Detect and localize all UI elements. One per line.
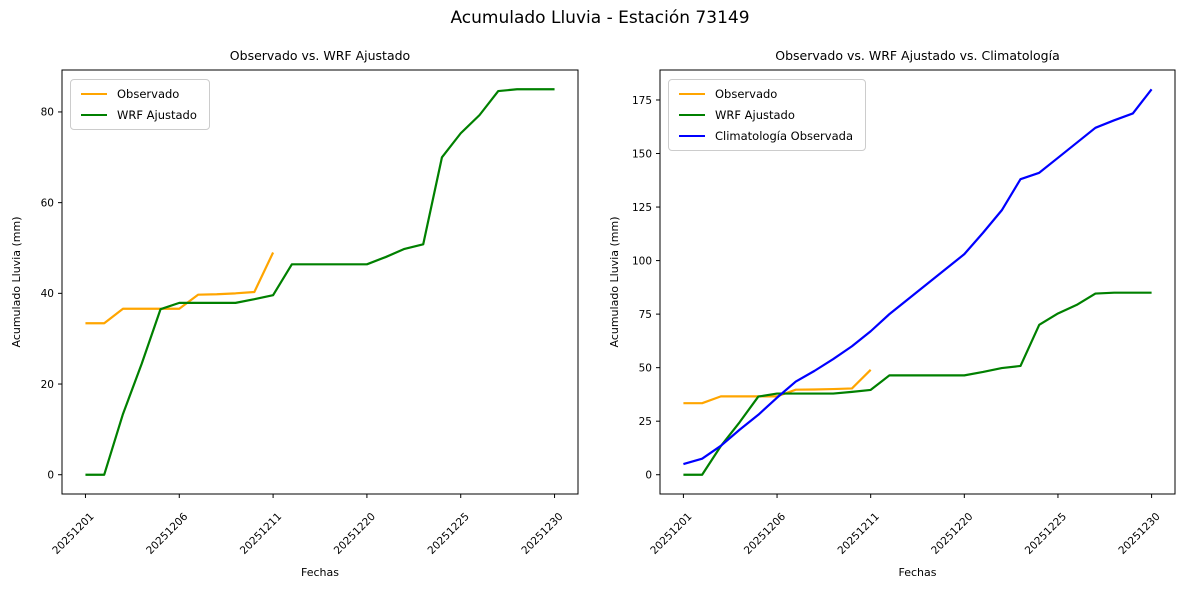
y-axis-label: Acumulado Lluvia (mm)	[10, 216, 23, 347]
legend-item-observado: Observado	[679, 87, 853, 101]
legend-label-observado: Observado	[715, 87, 778, 101]
series-line-wrf-ajustado	[85, 88, 555, 476]
legend-swatch-observado	[679, 93, 705, 95]
x-tick-label: 20251220	[332, 511, 378, 557]
legend-label-observado: Observado	[117, 87, 180, 101]
series-line-wrf-ajustado	[683, 291, 1152, 476]
y-tick-label: 60	[41, 197, 54, 209]
y-tick-label: 20	[41, 379, 54, 391]
y-tick-label: 50	[639, 362, 652, 374]
x-tick-label: 20251225	[1023, 511, 1069, 557]
x-tick-label: 20251201	[648, 511, 694, 557]
x-tick-label: 20251220	[929, 511, 975, 557]
y-tick-label: 40	[41, 288, 54, 300]
x-tick-label: 20251201	[50, 511, 96, 557]
legend-swatch-observado	[81, 93, 107, 95]
y-tick-label: 75	[639, 309, 652, 321]
series-line-climatologia-observada	[683, 88, 1153, 466]
x-axis-label: Fechas	[899, 566, 937, 579]
legend-item-wrf-ajustado: WRF Ajustado	[81, 108, 197, 122]
x-tick-label: 20251230	[519, 511, 565, 557]
y-tick-label: 125	[632, 202, 652, 214]
legend-label-wrf-ajustado: WRF Ajustado	[117, 108, 197, 122]
legend-left: Observado WRF Ajustado	[70, 79, 210, 130]
axes-spines	[61, 69, 579, 495]
axes-title: Observado vs. WRF Ajustado vs. Climatolo…	[775, 48, 1059, 63]
x-tick-label: 20251211	[238, 511, 284, 557]
y-tick-label: 100	[632, 255, 652, 267]
x-tick-label: 20251211	[836, 511, 882, 557]
axes-spines	[659, 69, 1176, 495]
figure-suptitle: Acumulado Lluvia - Estación 73149	[450, 8, 750, 28]
y-tick-label: 175	[632, 95, 652, 107]
y-tick-label: 0	[47, 470, 54, 482]
legend-swatch-wrf-ajustado	[679, 114, 705, 116]
series-line-observado	[85, 252, 275, 325]
legend-item-wrf-ajustado: WRF Ajustado	[679, 108, 853, 122]
y-tick-label: 80	[41, 107, 54, 119]
legend-label-wrf-ajustado: WRF Ajustado	[715, 108, 795, 122]
x-tick-label: 20251225	[426, 511, 472, 557]
legend-item-observado: Observado	[81, 87, 197, 101]
y-tick-label: 150	[632, 148, 652, 160]
x-tick-label: 20251206	[144, 510, 191, 557]
x-tick-label: 20251230	[1116, 511, 1162, 557]
axes-title: Observado vs. WRF Ajustado	[230, 48, 410, 63]
legend-swatch-climatologia-observada	[679, 135, 705, 137]
legend-item-climatologia-observada: Climatología Observada	[679, 129, 853, 143]
legend-right: Observado WRF Ajustado Climatología Observ…	[668, 79, 866, 151]
x-tick-label: 20251206	[742, 510, 789, 557]
legend-label-climatologia-observada: Climatología Observada	[715, 129, 853, 143]
y-tick-label: 0	[645, 470, 652, 482]
y-axis-label: Acumulado Lluvia (mm)	[608, 216, 621, 347]
legend-swatch-wrf-ajustado	[81, 114, 107, 116]
y-tick-label: 25	[639, 416, 652, 428]
x-axis-label: Fechas	[301, 566, 339, 579]
